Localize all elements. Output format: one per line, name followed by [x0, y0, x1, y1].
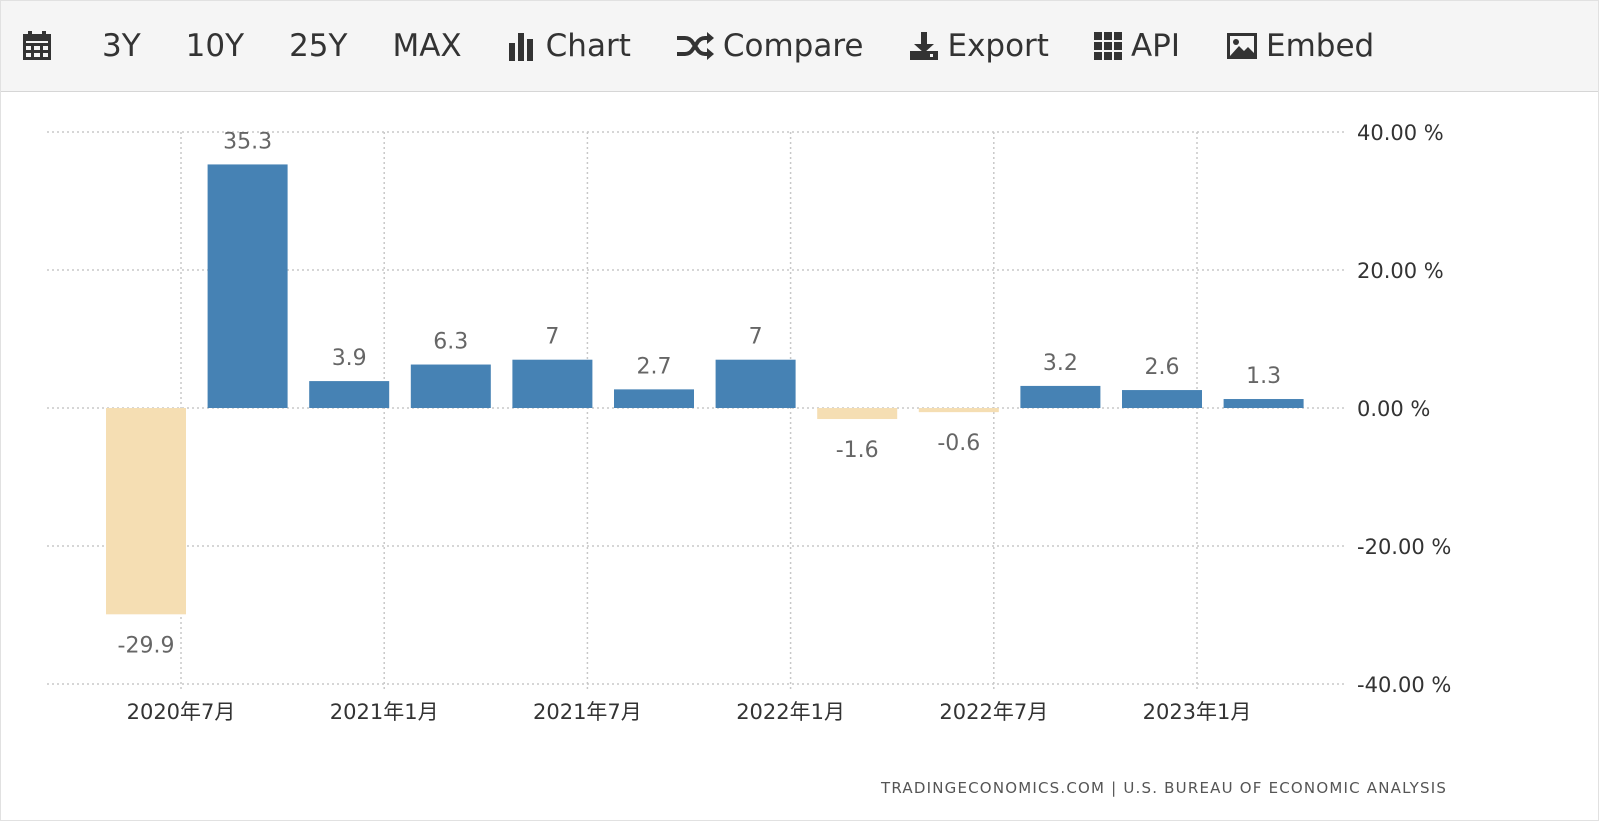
- bar: [1020, 385, 1101, 408]
- calendar-icon: [21, 30, 53, 62]
- bar-chart: 40.00 % 20.00 % 0.00 % -20.00 % -40.00 % 2020…: [47, 121, 1451, 724]
- bar-chart-icon: [508, 31, 538, 61]
- api-label: API: [1130, 28, 1181, 64]
- bar: [410, 364, 491, 408]
- y-tick-label: 20.00 %: [1357, 259, 1444, 283]
- y-tick-label: -20.00 %: [1357, 535, 1451, 559]
- x-tick-label: 2021年1月: [330, 700, 439, 724]
- data-label: 3.2: [1043, 351, 1078, 376]
- embed-label: Embed: [1266, 28, 1375, 64]
- bar: [715, 359, 796, 408]
- download-icon: [909, 31, 939, 61]
- data-label: 6.3: [433, 330, 468, 355]
- y-tick-label: 0.00 %: [1357, 397, 1430, 421]
- chart-button[interactable]: Chart: [508, 16, 631, 76]
- bar: [207, 164, 288, 408]
- y-tick-label: 40.00 %: [1357, 121, 1444, 145]
- data-label: -0.6: [937, 431, 980, 456]
- bar: [512, 359, 593, 408]
- x-tick-label: 2020年7月: [127, 700, 236, 724]
- range-3y-button[interactable]: 3Y: [102, 16, 141, 76]
- bar: [1223, 399, 1304, 408]
- range-25y-button[interactable]: 25Y: [289, 16, 347, 76]
- shuffle-icon: [675, 31, 715, 61]
- grid-icon: [1093, 31, 1123, 61]
- source-credit: TRADINGECONOMICS.COM | U.S. BUREAU OF EC…: [881, 779, 1448, 797]
- bar: [309, 381, 390, 408]
- data-label: 7: [749, 325, 763, 350]
- compare-button[interactable]: Compare: [675, 16, 864, 76]
- range-3y-label: 3Y: [102, 28, 141, 64]
- image-icon: [1226, 31, 1258, 61]
- data-label: 35.3: [223, 129, 272, 154]
- embed-button[interactable]: Embed: [1226, 16, 1374, 76]
- data-label: 7: [545, 325, 559, 350]
- export-button[interactable]: Export: [909, 16, 1049, 76]
- data-label: -1.6: [836, 438, 879, 463]
- x-tick-label: 2022年1月: [736, 700, 845, 724]
- x-tick-label: 2021年7月: [533, 700, 642, 724]
- data-label: 2.7: [637, 354, 672, 379]
- data-label: 3.9: [332, 346, 367, 371]
- range-max-label: MAX: [392, 28, 462, 64]
- range-10y-label: 10Y: [185, 28, 245, 64]
- chart-label: Chart: [545, 28, 631, 64]
- compare-label: Compare: [722, 28, 864, 64]
- chart-toolbar: 3Y 10Y 25Y MAX Chart: [1, 1, 1598, 92]
- data-label: 2.6: [1145, 355, 1180, 380]
- bar: [106, 408, 186, 615]
- bar: [817, 408, 898, 420]
- data-label: -29.9: [118, 633, 175, 658]
- range-10y-button[interactable]: 10Y: [186, 16, 244, 76]
- range-25y-label: 25Y: [289, 28, 348, 64]
- y-tick-label: -40.00 %: [1357, 673, 1451, 697]
- api-button[interactable]: API: [1093, 16, 1180, 76]
- bar: [1122, 390, 1202, 408]
- bar: [918, 408, 999, 413]
- x-tick-label: 2022年7月: [939, 700, 1048, 724]
- bar: [614, 389, 694, 408]
- x-tick-label: 2023年1月: [1143, 700, 1252, 724]
- data-label: 1.3: [1246, 364, 1281, 389]
- range-max-button[interactable]: MAX: [392, 16, 461, 76]
- calendar-button[interactable]: [21, 16, 57, 76]
- export-label: Export: [947, 28, 1049, 64]
